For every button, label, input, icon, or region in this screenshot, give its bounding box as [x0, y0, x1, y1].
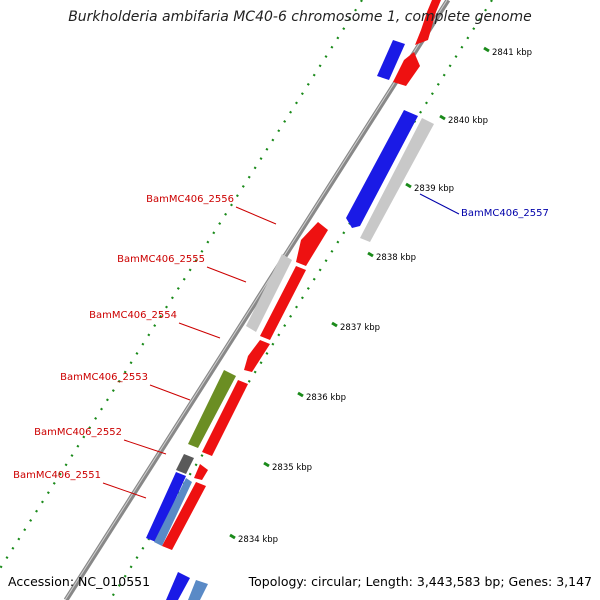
gene-forward-arrow[interactable]: [415, 0, 441, 45]
scale-tick-mark: [263, 461, 270, 468]
gene-label[interactable]: BamMC406_2556: [146, 194, 234, 205]
gene-label[interactable]: BamMC406_2553: [60, 372, 148, 383]
gene-steel-block[interactable]: [188, 580, 208, 600]
scale-tick-mark: [331, 321, 338, 328]
chromosome-backbone: [63, 0, 451, 600]
gene-olive-block[interactable]: [188, 370, 236, 448]
gene-forward-arrow[interactable]: [393, 52, 420, 86]
gene-forward-arrow[interactable]: [162, 482, 206, 550]
gene-label-leader: [149, 384, 191, 401]
gene-gray-block[interactable]: [360, 118, 434, 242]
scale-tick-mark: [405, 182, 412, 189]
gene-label[interactable]: BamMC406_2552: [34, 427, 122, 438]
gene-label[interactable]: BamMC406_2557: [461, 208, 549, 219]
gene-label-leader: [123, 439, 167, 455]
gene-label-leader: [419, 193, 460, 215]
gene-dark-gray-block[interactable]: [176, 454, 194, 474]
chromosome-backbone-highlight: [64, 0, 448, 600]
gene-labels: BamMC406_2556 BamMC406_2555 BamMC406_2554 B…: [13, 193, 549, 499]
accession-text: Accession: NC_010551: [8, 574, 151, 589]
gene-label[interactable]: BamMC406_2554: [89, 310, 177, 321]
inner-tick-guide: [0, 0, 363, 571]
gene-label-leader: [235, 206, 277, 225]
gene-label[interactable]: BamMC406_2555: [117, 254, 205, 265]
scale-ticks: 2841 kbp 2840 kbp 2839 kbp 2838 kbp 2837 kbp…: [229, 46, 532, 545]
gene-steel-block[interactable]: [154, 478, 192, 546]
gene-forward-arrow[interactable]: [202, 380, 248, 456]
scale-tick-label: 2834 kbp: [238, 535, 278, 545]
gene-forward-arrow[interactable]: [244, 340, 270, 372]
genome-summary-text: Topology: circular; Length: 3,443,583 bp…: [248, 574, 592, 589]
scale-tick-label: 2839 kbp: [414, 184, 454, 194]
gene-reverse-arrow[interactable]: [377, 40, 405, 80]
scale-tick-label: 2835 kbp: [272, 463, 312, 473]
gene-forward-arrow[interactable]: [296, 222, 328, 266]
gene-reverse-block[interactable]: [146, 472, 186, 542]
gene-label-leader: [206, 266, 247, 283]
scale-tick-label: 2838 kbp: [376, 253, 416, 263]
scale-tick-mark: [483, 46, 490, 53]
gene-forward-arrow[interactable]: [194, 464, 208, 480]
gene-label[interactable]: BamMC406_2551: [13, 470, 101, 481]
gene-label-leader: [102, 482, 147, 499]
gene-label-leader: [178, 322, 221, 339]
gene-reverse-block[interactable]: [346, 110, 418, 228]
scale-tick-label: 2837 kbp: [340, 323, 380, 333]
scale-tick-mark: [367, 251, 374, 258]
gene-gray-block[interactable]: [246, 254, 292, 332]
map-title: Burkholderia ambifaria MC40-6 chromosome…: [68, 9, 532, 25]
scale-tick-mark: [439, 114, 446, 121]
scale-tick-label: 2840 kbp: [448, 116, 488, 126]
scale-tick-label: 2836 kbp: [306, 393, 346, 403]
gene-forward-arrow[interactable]: [260, 266, 306, 340]
gene-reverse-block[interactable]: [166, 572, 190, 600]
scale-tick-label: 2841 kbp: [492, 48, 532, 58]
scale-tick-mark: [229, 533, 236, 540]
scale-tick-mark: [297, 391, 304, 398]
